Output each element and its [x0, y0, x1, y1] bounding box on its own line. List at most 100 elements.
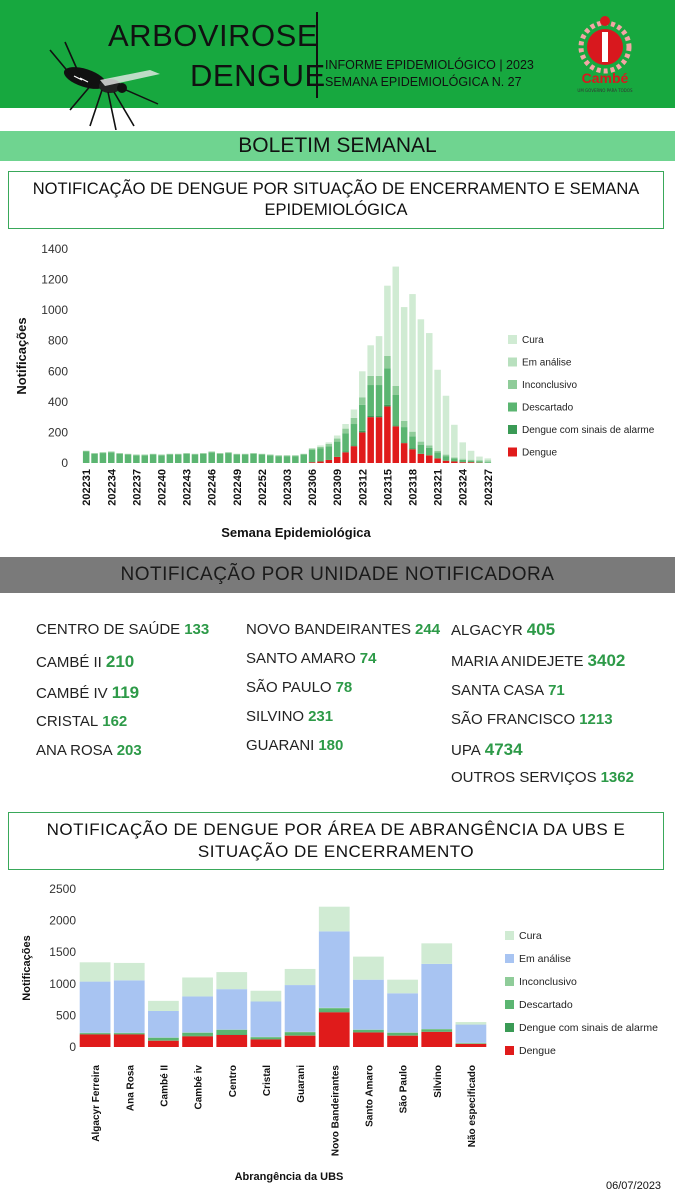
bar-segment-cura — [250, 990, 282, 1002]
bar-segment-cura — [333, 435, 341, 439]
bar-segment-cura — [484, 458, 492, 460]
bar-segment-inconclusivo — [367, 375, 374, 386]
legend-label: Descartado — [519, 999, 573, 1011]
legend-swatch — [505, 1000, 514, 1009]
x-tick-label: 202237 — [131, 469, 143, 506]
unit-value: 71 — [548, 682, 565, 699]
bar-segment-descartado — [149, 454, 157, 463]
x-tick-label: 202240 — [156, 469, 168, 506]
bar-segment-inconclusivo — [409, 431, 416, 437]
unit-value: 180 — [318, 737, 344, 754]
bar-segment-inconclusivo — [116, 453, 123, 454]
unit-name: CAMBÉ II — [36, 654, 102, 671]
bar-segment-cura — [451, 424, 458, 457]
bar-segment-em-an-lise — [455, 1024, 487, 1043]
bar-segment-inconclusivo — [149, 453, 157, 455]
bar-segment-em-an-lise — [484, 459, 492, 462]
bar-segment-cura — [216, 972, 248, 990]
x-axis-label: Semana Epidemiológica — [221, 525, 371, 540]
x-tick-label: Não especificado — [467, 1065, 478, 1147]
bar-segment-dengue — [250, 1039, 282, 1047]
bar-segment-cura — [421, 943, 453, 964]
legend-label: Inconclusivo — [522, 380, 577, 391]
bar-segment-inconclusivo — [292, 455, 299, 457]
bar-segment-cura — [342, 424, 349, 429]
bar-segment-inconclusivo — [174, 453, 182, 455]
bar-segment-dengue-com-sinais-de-alarme — [400, 442, 408, 444]
bar-segment-em-an-lise — [250, 1001, 282, 1037]
bar-segment-descartado — [133, 455, 140, 463]
legend-swatch — [505, 1023, 514, 1032]
bar-segment-cura — [182, 977, 213, 997]
bar-segment-descartado — [79, 1033, 111, 1035]
bar-segment-dengue — [353, 1032, 384, 1047]
bar-segment-inconclusivo — [233, 453, 241, 455]
legend-label: Dengue — [519, 1045, 556, 1057]
bar-segment-dengue-com-sinais-de-alarme — [342, 451, 349, 453]
bar-segment-inconclusivo — [300, 453, 307, 455]
bar-segment-descartado — [400, 427, 408, 443]
bar-segment-descartado — [241, 454, 249, 463]
y-tick-label: 200 — [48, 425, 68, 439]
bar-segment-inconclusivo — [308, 448, 316, 451]
unit-value: 244 — [415, 621, 441, 638]
bar-segment-descartado — [148, 1037, 179, 1041]
unit-value: 1362 — [600, 769, 634, 786]
bar-segment-descartado — [250, 1037, 282, 1040]
unit-item: MARIA ANIDEJETE 3402 — [451, 651, 625, 671]
bar-segment-em-an-lise — [451, 456, 458, 458]
bar-segment-descartado — [267, 455, 274, 463]
bar-segment-inconclusivo — [241, 453, 249, 455]
bar-segment-cura — [375, 336, 383, 376]
bar-segment-dengue — [318, 1012, 350, 1047]
unit-name: SÃO FRANCISCO — [451, 711, 576, 728]
bar-segment-cura — [417, 319, 425, 442]
x-tick-label: 202243 — [182, 469, 194, 506]
bar-segment-dengue — [342, 452, 349, 463]
bar-segment-em-an-lise — [467, 459, 475, 460]
bar-segment-dengue — [284, 1035, 316, 1047]
bar-segment-dengue-com-sinais-de-alarme — [392, 425, 400, 427]
unit-value: 405 — [526, 620, 556, 639]
x-tick-label: Novo Bandeirantes — [330, 1065, 341, 1157]
bar-segment-descartado — [300, 454, 307, 463]
bar-segment-inconclusivo — [267, 454, 274, 456]
unit-item: CAMBÉ IV 119 — [36, 683, 139, 703]
bar-segment-dengue — [384, 406, 391, 463]
legend-swatch — [505, 954, 514, 963]
bar-segment-descartado — [342, 433, 349, 452]
bar-segment-inconclusivo — [467, 459, 475, 461]
bar-segment-cura — [400, 307, 408, 421]
bar-segment-dengue — [451, 461, 458, 463]
unit-item: OUTROS SERVIÇOS 1362 — [451, 769, 634, 786]
bar-segment-cura — [318, 906, 350, 932]
x-tick-label: Cambé iv — [194, 1065, 205, 1110]
unit-name: UPA — [451, 742, 481, 759]
bar-segment-em-an-lise — [79, 981, 111, 1033]
units-title: NOTIFICAÇÃO POR UNIDADE NOTIFICADORA — [0, 557, 675, 593]
y-tick-label: 1400 — [41, 242, 68, 256]
bar-segment-dengue — [409, 449, 416, 463]
cambe-logo — [578, 16, 632, 74]
bar-segment-inconclusivo — [275, 455, 282, 457]
bar-segment-inconclusivo — [318, 1007, 350, 1009]
y-tick-label: 0 — [69, 1040, 76, 1054]
bar-segment-inconclusivo — [359, 397, 366, 405]
unit-value: 74 — [359, 650, 377, 667]
bar-segment-em-an-lise — [182, 996, 213, 1033]
x-tick-label: 202321 — [433, 469, 445, 506]
bar-segment-dengue — [333, 456, 341, 463]
legend-swatch — [508, 335, 517, 344]
x-tick-label: 202324 — [458, 468, 470, 506]
bar-segment-dengue — [216, 1034, 248, 1047]
bar-segment-inconclusivo — [451, 457, 458, 459]
mosquito-icon — [49, 41, 160, 130]
boletim-banner: BOLETIM SEMANAL — [0, 131, 675, 161]
legend-label: Dengue — [522, 448, 557, 459]
bar-segment-descartado — [417, 444, 425, 454]
bar-segment-dengue-com-sinais-de-alarme — [359, 430, 366, 433]
bar-segment-descartado — [467, 460, 475, 463]
bar-segment-dengue-com-sinais-de-alarme — [375, 415, 383, 418]
unit-name: MARIA ANIDEJETE — [451, 653, 584, 670]
x-tick-label: São Paulo — [399, 1065, 410, 1113]
